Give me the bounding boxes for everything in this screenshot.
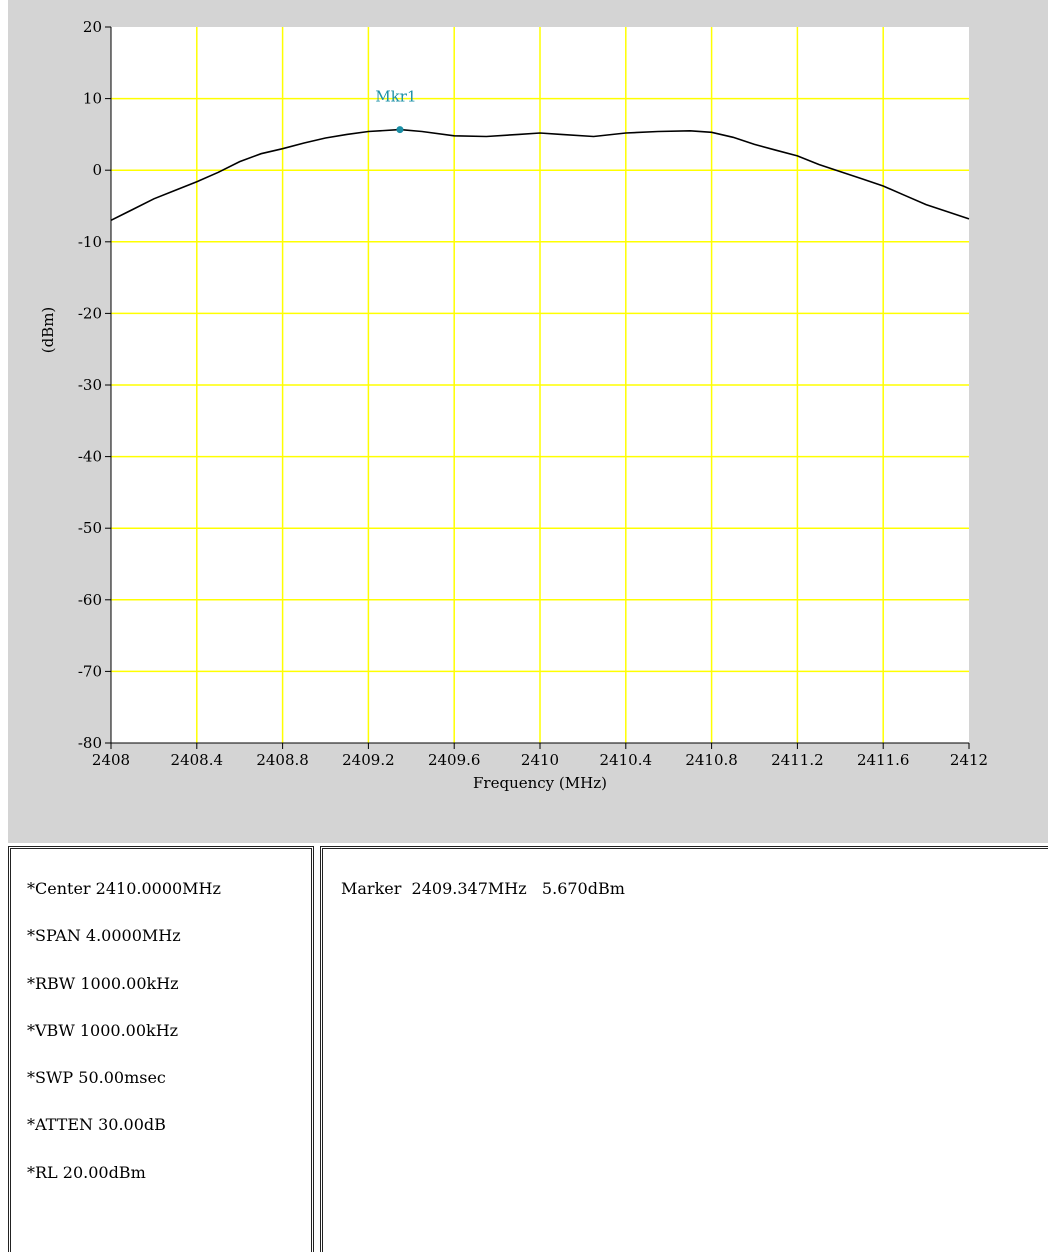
marker-layer: Mkr1 bbox=[375, 88, 417, 134]
y-tick-label: -20 bbox=[78, 304, 102, 322]
x-tick-label: 2410.8 bbox=[685, 751, 738, 769]
setting-span: *SPAN 4.0000MHz bbox=[27, 926, 181, 946]
marker-point bbox=[396, 126, 404, 134]
x-tick-label: 2411.2 bbox=[771, 751, 824, 769]
setting-atten: *ATTEN 30.00dB bbox=[27, 1115, 166, 1135]
x-tick-label: 2408.8 bbox=[256, 751, 309, 769]
y-tick-label: 10 bbox=[83, 90, 102, 108]
y-tick-label: -70 bbox=[78, 662, 102, 680]
y-tick-label: -30 bbox=[78, 376, 102, 394]
spectrum-chart: 2408 2408.4 2408.8 2409.2 2409.6 2410 2410.4 24… bbox=[39, 18, 988, 792]
setting-swp: *SWP 50.00msec bbox=[27, 1068, 166, 1088]
y-tick-label: -10 bbox=[78, 233, 102, 251]
settings-list: *Center 2410.0000MHz *SPAN 4.0000MHz *RB… bbox=[27, 879, 221, 1210]
setting-rl: *RL 20.00dBm bbox=[27, 1162, 146, 1182]
y-tick-label: -80 bbox=[78, 734, 102, 752]
y-tick-label: 20 bbox=[83, 18, 102, 36]
x-axis-title: Frequency (MHz) bbox=[473, 774, 607, 792]
marker-readout-panel: Marker 2409.347MHz 5.670dBm bbox=[320, 846, 1048, 1252]
y-tick-label: -50 bbox=[78, 519, 102, 537]
grid-layer bbox=[111, 27, 969, 743]
x-tick-label: 2408.4 bbox=[171, 751, 224, 769]
x-tick-label: 2410.4 bbox=[600, 751, 653, 769]
marker-label: Mkr1 bbox=[375, 88, 416, 106]
setting-rbw: *RBW 1000.00kHz bbox=[27, 973, 179, 993]
x-tick-label: 2411.6 bbox=[857, 751, 910, 769]
x-tick-label: 2410 bbox=[521, 751, 559, 769]
spectrum-trace bbox=[110, 128, 970, 222]
setting-vbw: *VBW 1000.00kHz bbox=[27, 1020, 179, 1040]
setting-center: *Center 2410.0000MHz bbox=[27, 879, 221, 898]
y-tick-label: -40 bbox=[78, 448, 102, 466]
axis-layer: 2408 2408.4 2408.8 2409.2 2409.6 2410 2410.4 24… bbox=[78, 18, 988, 769]
y-tick-label: 0 bbox=[92, 161, 102, 179]
chart-panel: 2408 2408.4 2408.8 2409.2 2409.6 2410 2410.4 24… bbox=[8, 0, 1048, 843]
y-axis-title: (dBm) bbox=[39, 307, 57, 354]
x-tick-label: 2409.6 bbox=[428, 751, 481, 769]
x-tick-label: 2409.2 bbox=[342, 751, 395, 769]
trace-layer bbox=[110, 128, 970, 222]
x-tick-label: 2412 bbox=[950, 751, 988, 769]
marker-readout: Marker 2409.347MHz 5.670dBm bbox=[341, 879, 625, 898]
x-tick-label: 2408 bbox=[92, 751, 130, 769]
y-tick-label: -60 bbox=[78, 591, 102, 609]
settings-panel: *Center 2410.0000MHz *SPAN 4.0000MHz *RB… bbox=[8, 846, 314, 1252]
